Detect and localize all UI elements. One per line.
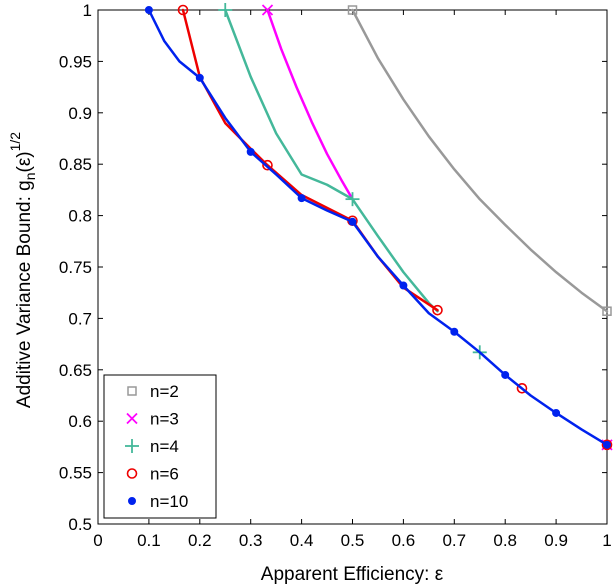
x-tick-label: 0.6 (392, 531, 416, 550)
y-tick-label: 0.6 (68, 412, 92, 431)
y-axis-title-main: Additive Variance Bound: g (14, 180, 35, 408)
x-tick-label: 0.1 (137, 531, 161, 550)
data-point-n6 (262, 159, 273, 171)
data-point-n6 (601, 439, 613, 451)
series-layer (144, 3, 613, 451)
legend-item-n10: n=10 (128, 492, 188, 511)
legend-label-n6: n=6 (150, 465, 179, 484)
y-tick-label: 0.95 (59, 52, 92, 71)
data-point-n2 (602, 306, 612, 316)
y-tick-label: 0.7 (68, 309, 92, 328)
legend-box (103, 374, 217, 519)
y-axis-title: Additive Variance Bound: gn(ε)1/2 (7, 132, 38, 408)
data-point-n4 (345, 192, 360, 207)
series-n10 (144, 6, 611, 449)
legend-label-n3: n=3 (150, 410, 179, 429)
data-point-n10 (450, 327, 459, 336)
legend-item-n2: n=2 (127, 382, 179, 401)
x-tick-label: 0.4 (290, 531, 314, 550)
data-point-n10 (195, 73, 204, 82)
legend-item-n6: n=6 (126, 465, 179, 484)
x-tick-label: 0.5 (341, 531, 365, 550)
data-point-n10 (603, 440, 611, 449)
data-point-n4 (218, 3, 233, 17)
data-point-n10 (501, 370, 510, 379)
data-point-n10 (552, 408, 561, 417)
y-tick-label: 0.5 (68, 515, 92, 534)
x-tick-label: 0.7 (442, 531, 466, 550)
x-tick-label: 0.9 (544, 531, 568, 550)
legend-marker-n10 (128, 497, 136, 505)
x-tick-label: 0.2 (188, 531, 212, 550)
x-tick-label: 0.8 (493, 531, 517, 550)
y-tick-label: 0.75 (59, 258, 92, 277)
data-point-n3 (261, 4, 274, 16)
x-tick-label: 1 (602, 531, 611, 550)
legend-marker-n4 (125, 439, 139, 453)
legend-marker-n2 (127, 386, 137, 396)
series-line-n10 (147, 8, 609, 447)
data-point-n6 (177, 4, 189, 16)
data-point-n6 (432, 304, 443, 316)
y-tick-label: 0.9 (68, 104, 92, 123)
series-line-n4 (224, 8, 439, 313)
y-tick-label: 0.85 (59, 155, 92, 174)
legend-item-n4: n=4 (125, 437, 179, 456)
legend-marker-n6 (126, 468, 138, 479)
legend-label-n2: n=2 (150, 382, 179, 401)
data-point-n10 (144, 6, 153, 14)
y-axis-title-sup: 1/2 (7, 132, 23, 152)
series-line-n2 (351, 8, 609, 313)
y-axis-title-sub: n (22, 173, 38, 181)
y-axis-title-paren: (ε) (14, 151, 35, 172)
data-point-n10 (348, 217, 357, 226)
data-point-n10 (246, 147, 255, 156)
data-point-n2 (347, 5, 358, 15)
legend-marker-n3 (126, 412, 138, 425)
data-point-n10 (297, 194, 306, 203)
series-line-n3 (266, 8, 354, 201)
y-tick-label: 1 (83, 1, 92, 20)
x-tick-label: 0.3 (239, 531, 263, 550)
legend-item-n3: n=3 (126, 410, 179, 429)
x-axis-title: Apparent Efficiency: ε (261, 564, 444, 585)
data-point-n6 (516, 383, 528, 394)
y-tick-label: 0.55 (59, 464, 92, 483)
x-tick-label: 0 (93, 531, 102, 550)
data-point-n10 (399, 281, 408, 290)
legend-label-n10: n=10 (150, 492, 188, 511)
y-tick-label: 0.8 (68, 207, 92, 226)
series-n2 (347, 5, 612, 316)
y-tick-label: 0.65 (59, 361, 92, 380)
y-axis-ticks: 0.5 0.55 0.6 0.65 0.7 0.75 0.8 0.85 0.9 0.95 1 (59, 1, 607, 534)
legend: n=2 n=3 n=4 n=6 n=10 (103, 374, 217, 519)
legend-label-n4: n=4 (150, 437, 179, 456)
